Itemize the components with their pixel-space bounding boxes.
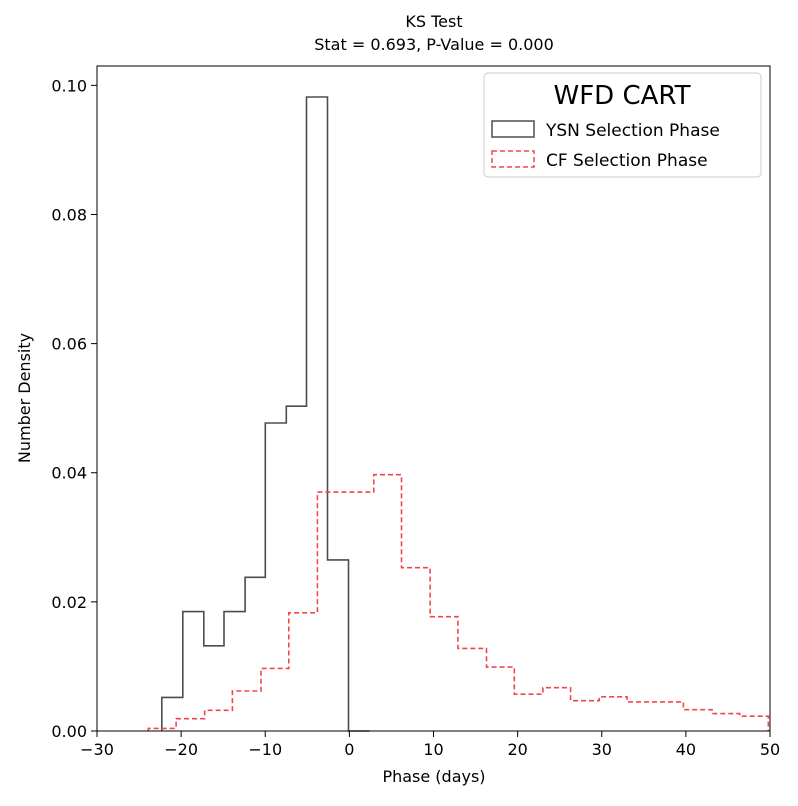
- x-tick-label: −20: [164, 740, 198, 759]
- legend-label-ysn: YSN Selection Phase: [545, 121, 720, 141]
- y-tick-label: 0.02: [51, 593, 87, 612]
- y-tick-label: 0.06: [51, 335, 87, 354]
- x-tick-label: −10: [248, 740, 282, 759]
- legend: WFD CART YSN Selection Phase CF Selectio…: [483, 72, 762, 178]
- x-tick-label: 0: [344, 740, 354, 759]
- x-tick-label: 50: [760, 740, 780, 759]
- y-tick-label: 0.00: [51, 722, 87, 741]
- chart-subtitle: Stat = 0.693, P-Value = 0.000: [314, 35, 554, 54]
- x-tick-label: 10: [423, 740, 443, 759]
- x-tick-label: 30: [592, 740, 612, 759]
- y-tick-label: 0.10: [51, 76, 87, 95]
- x-tick-label: 20: [507, 740, 527, 759]
- y-axis-label: Number Density: [15, 333, 34, 463]
- legend-swatch-cf: [491, 150, 535, 168]
- chart-title: KS Test: [405, 12, 462, 31]
- x-tick-label: 40: [676, 740, 696, 759]
- legend-swatch-ysn: [491, 120, 535, 138]
- series-line-cf: [147, 473, 770, 731]
- y-tick-label: 0.04: [51, 464, 87, 483]
- ticks-layer: −30 −20 −10 0 10 20 30 40 50 0.00 0.02 0.04 0.06 0.08…: [51, 76, 780, 759]
- legend-label-cf: CF Selection Phase: [546, 151, 708, 171]
- y-tick-label: 0.08: [51, 205, 87, 224]
- series-line-ysn: [161, 96, 370, 732]
- series-layer: [147, 96, 770, 732]
- x-axis-label: Phase (days): [382, 767, 485, 786]
- legend-box: [483, 72, 762, 178]
- legend-title: WFD CART: [554, 81, 691, 111]
- x-tick-label: −30: [80, 740, 114, 759]
